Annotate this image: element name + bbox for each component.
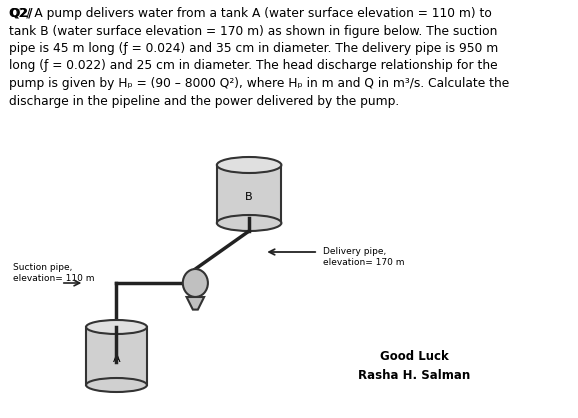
Text: Suction pipe,
elevation= 110 m: Suction pipe, elevation= 110 m <box>13 263 94 283</box>
Text: Q2/ A pump delivers water from a tank A (water surface elevation = 110 m) to
tan: Q2/ A pump delivers water from a tank A … <box>9 7 509 107</box>
Bar <box>217 165 281 223</box>
Text: B: B <box>245 192 253 202</box>
Polygon shape <box>187 297 204 310</box>
Ellipse shape <box>86 320 147 334</box>
Ellipse shape <box>217 157 281 173</box>
Ellipse shape <box>217 215 281 231</box>
Text: Q2/: Q2/ <box>9 7 32 20</box>
Ellipse shape <box>86 378 147 392</box>
Text: Good Luck
Rasha H. Salman: Good Luck Rasha H. Salman <box>358 350 470 382</box>
Bar <box>86 327 147 385</box>
Text: Delivery pipe,
elevation= 170 m: Delivery pipe, elevation= 170 m <box>323 247 404 267</box>
Text: A: A <box>113 354 120 364</box>
Circle shape <box>183 269 208 297</box>
